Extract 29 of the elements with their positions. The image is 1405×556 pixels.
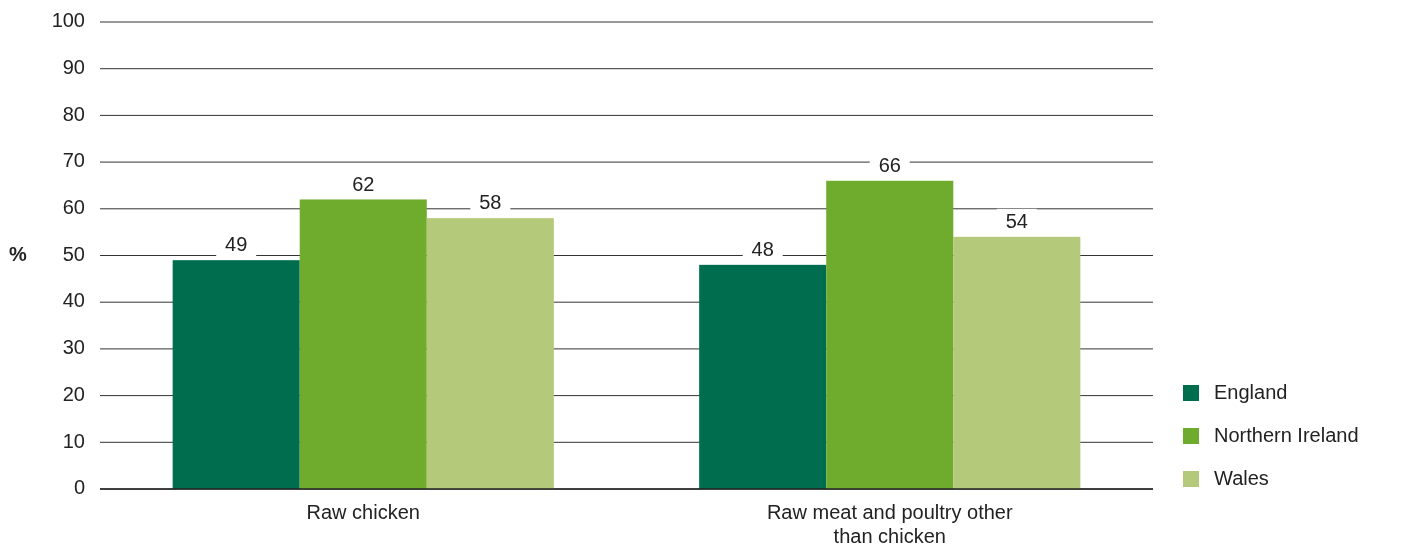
legend-label: England	[1214, 381, 1288, 404]
y-tick-label: 50	[62, 242, 85, 265]
data-label: 49	[225, 233, 248, 256]
y-axis-title: %	[9, 242, 28, 265]
bar	[172, 260, 300, 489]
bar	[953, 236, 1081, 489]
data-label: 66	[878, 154, 901, 177]
y-tick-label: 70	[62, 149, 85, 172]
legend-label: Wales	[1214, 467, 1269, 490]
data-label: 48	[751, 238, 774, 261]
bar	[426, 218, 554, 489]
data-label: 62	[352, 172, 375, 195]
legend-label: Northern Ireland	[1214, 424, 1359, 447]
y-tick-label: 100	[51, 9, 85, 32]
x-tick-label: Raw chicken	[306, 501, 420, 523]
y-tick-label: 10	[62, 429, 85, 452]
x-tick-label: Raw meat and poultry other than chicken	[766, 501, 1013, 547]
y-tick-label: 90	[62, 55, 85, 78]
y-tick-label: 80	[62, 102, 85, 125]
y-tick-label: 60	[62, 196, 85, 219]
data-label: 54	[1005, 210, 1028, 233]
y-tick-label: 20	[62, 382, 85, 405]
bar	[299, 199, 427, 489]
bar	[699, 264, 827, 489]
y-tick-label: 30	[62, 336, 85, 359]
data-label: 58	[479, 191, 502, 214]
y-tick-label: 0	[73, 476, 85, 499]
y-tick-label: 40	[62, 289, 85, 312]
bar	[826, 180, 954, 489]
